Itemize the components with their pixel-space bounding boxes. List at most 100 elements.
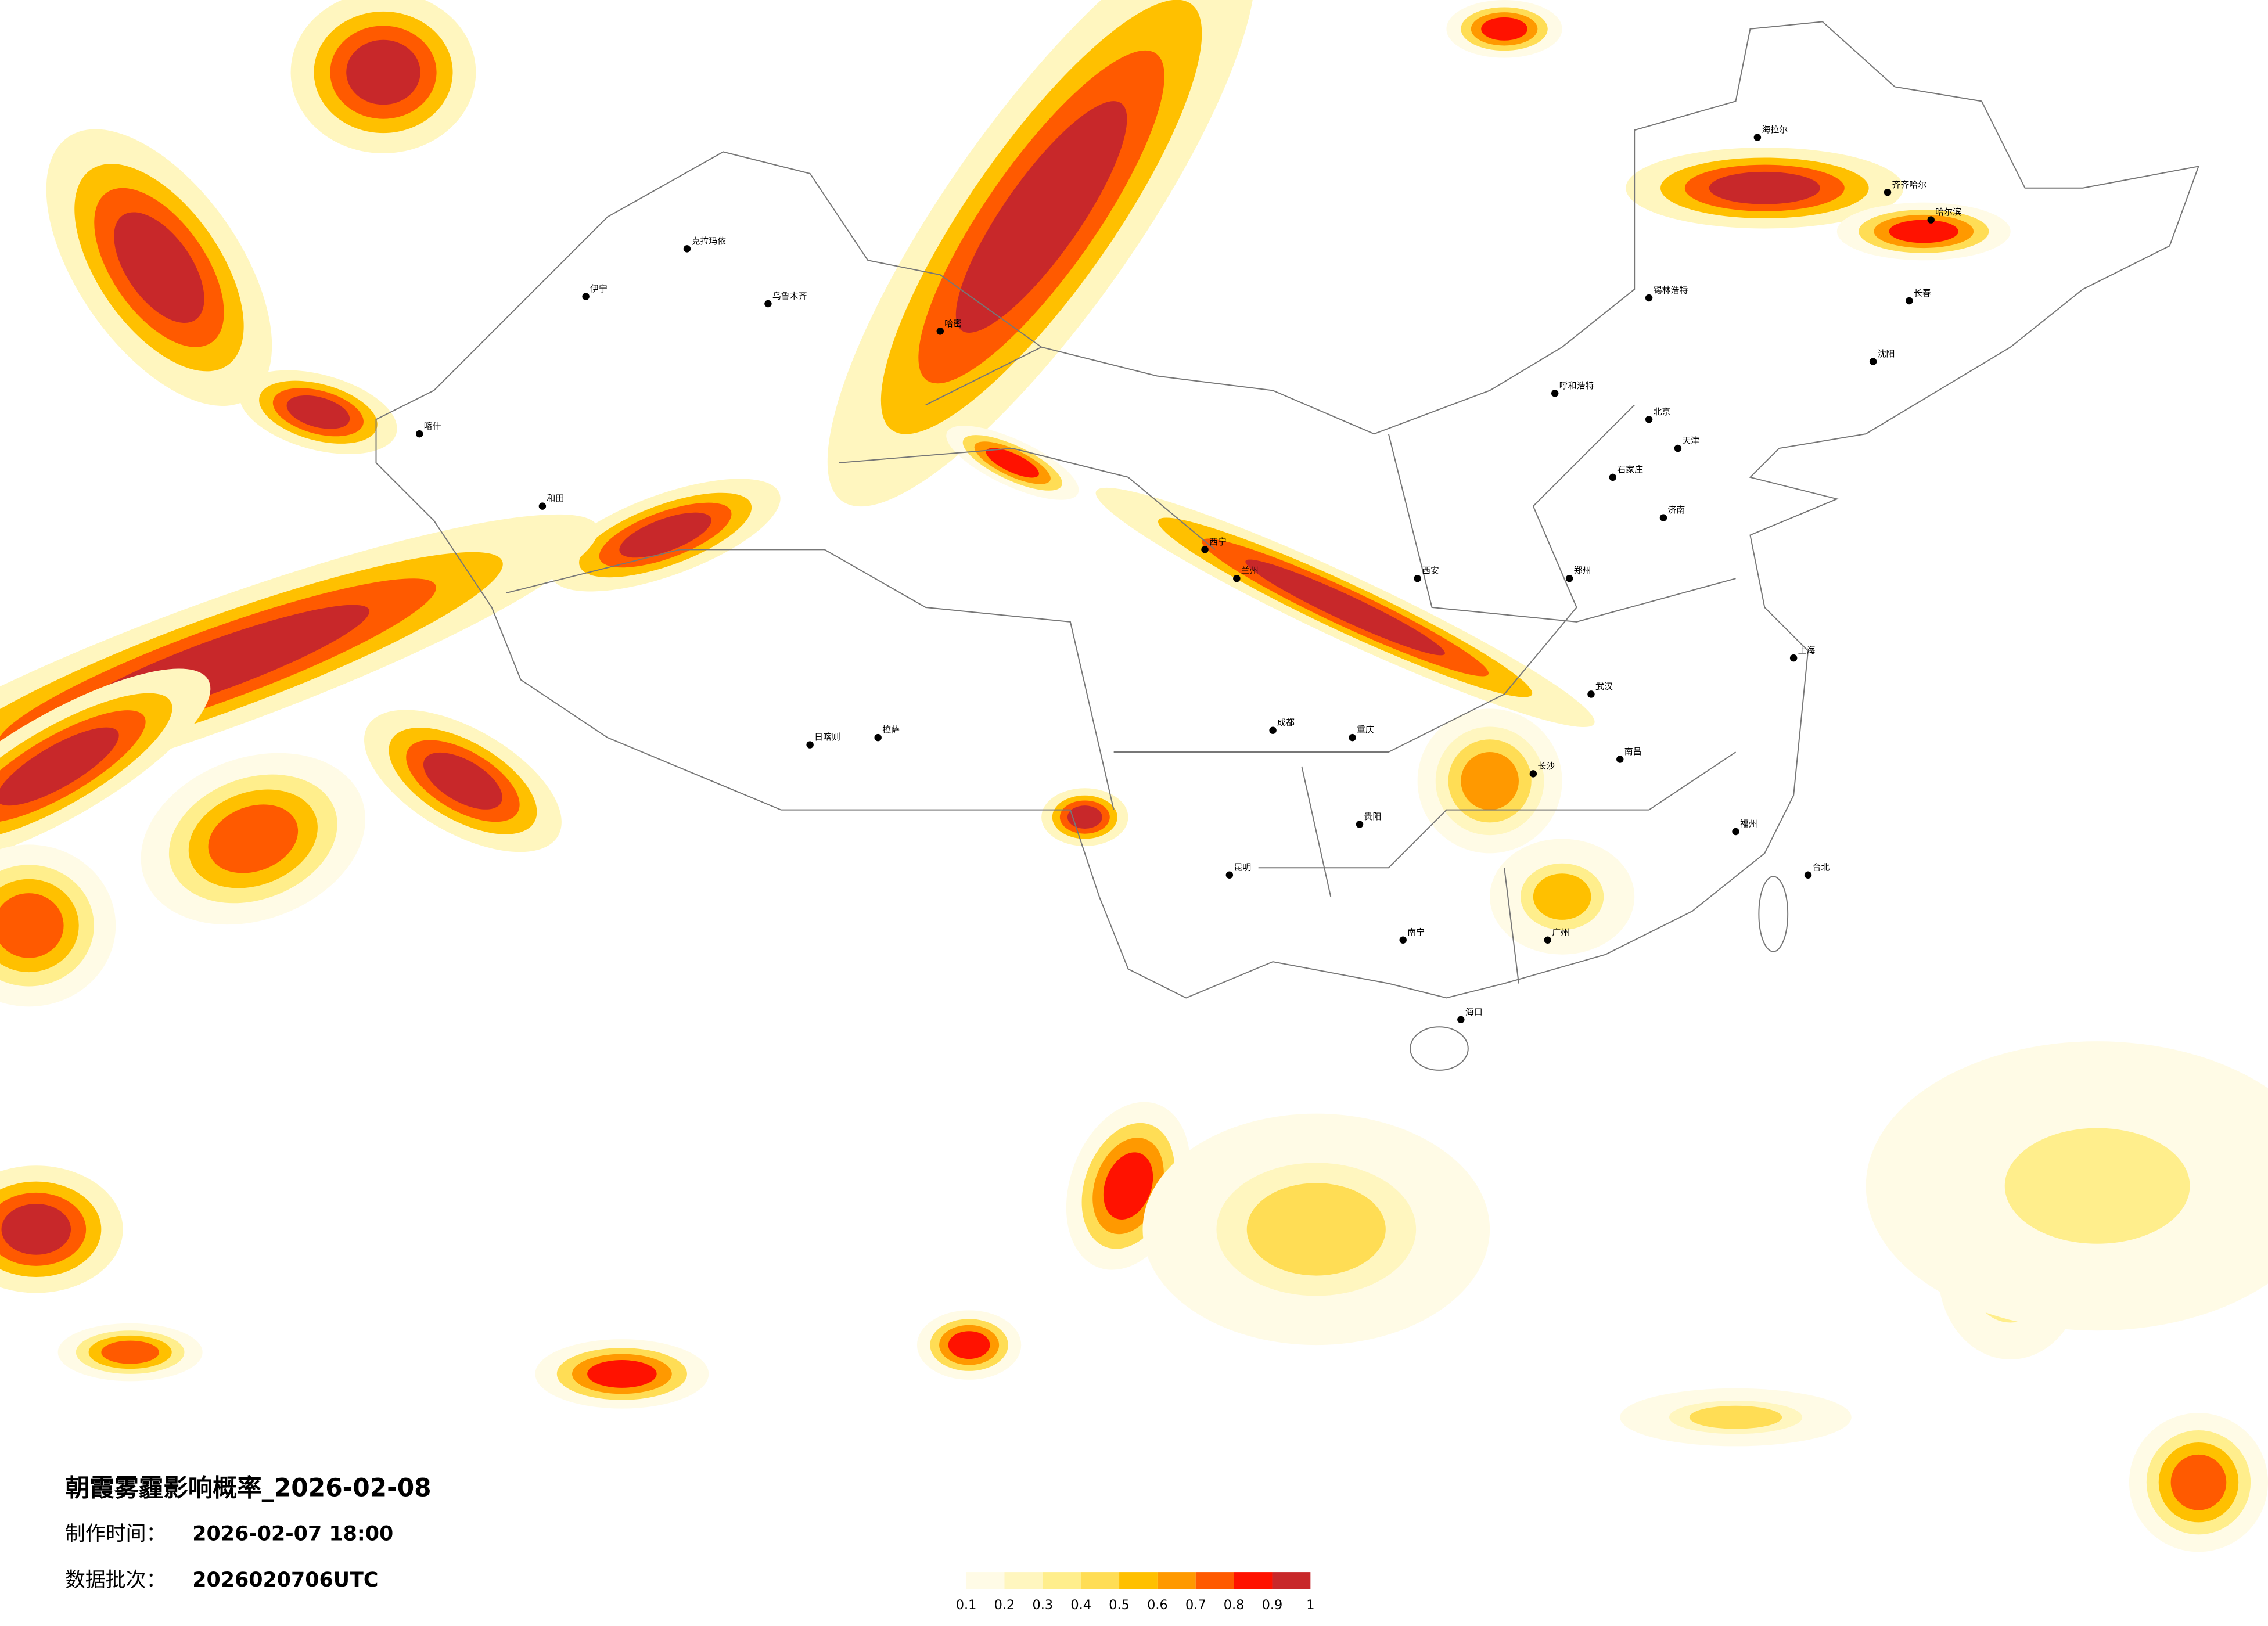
colorbar-tick-label: 0.1 (956, 1598, 977, 1613)
colorbar-cell (1195, 1572, 1234, 1589)
city-dot (1551, 390, 1559, 397)
fog-patch (1, 1204, 71, 1255)
fog-patch (423, 752, 502, 810)
fog-patch (1245, 559, 1445, 656)
city-dot (1616, 756, 1624, 763)
city-dot (1356, 821, 1364, 828)
city-label: 西宁 (1209, 537, 1227, 547)
fog-patch (0, 727, 119, 806)
city-dot (1659, 514, 1667, 521)
city-label: 呼和浩特 (1559, 380, 1594, 391)
colorbar-tick-label: 0.3 (1033, 1598, 1054, 1613)
colorbar-cell (1157, 1572, 1196, 1589)
city-dot (538, 502, 547, 510)
province-border (506, 346, 1737, 984)
colorbar-cell (1234, 1572, 1273, 1589)
colorbar-tick-label: 0.5 (1109, 1598, 1130, 1613)
fog-patch (0, 893, 64, 958)
city-label: 喀什 (424, 421, 441, 431)
city-dot (1645, 294, 1653, 302)
fog-patch (955, 101, 1127, 333)
fog-patch (1689, 1405, 1782, 1429)
city-dot (1884, 189, 1892, 196)
fog-patch (1246, 1183, 1386, 1276)
city-label: 石家庄 (1617, 464, 1643, 474)
city-label: 兰州 (1241, 566, 1259, 576)
fog-patch (1709, 171, 1820, 204)
city-dot (1732, 828, 1739, 836)
city-dot (1269, 726, 1277, 734)
made-label: 制作时间： (65, 1522, 166, 1545)
fog-patch (286, 395, 350, 429)
colorbar-cell (1119, 1572, 1158, 1589)
city-label: 西安 (1422, 566, 1439, 576)
city-dot (1225, 871, 1234, 879)
city-dot (1609, 473, 1617, 481)
city-label: 北京 (1654, 406, 1671, 417)
city-label: 上海 (1798, 645, 1816, 656)
city-label: 伊宁 (590, 283, 608, 294)
batch-label: 数据批次： (65, 1569, 166, 1592)
colorbar-cell (1081, 1572, 1120, 1589)
colorbar-tick-label: 0.6 (1147, 1598, 1168, 1613)
city-label: 克拉玛依 (691, 236, 726, 246)
fog-patch (1889, 220, 1959, 243)
city-dot (1201, 546, 1209, 553)
city-dot (1457, 1016, 1465, 1023)
city-dot (415, 430, 423, 438)
city-label: 昆明 (1234, 862, 1251, 872)
city-dot (1804, 871, 1812, 879)
fog-patch (1461, 752, 1519, 810)
colorbar-cell (966, 1572, 1005, 1589)
fog-patch (101, 1340, 159, 1364)
city-dot (1529, 770, 1537, 778)
colorbar-cell (1004, 1572, 1043, 1589)
city-dot (1399, 936, 1407, 944)
city-label: 日喀则 (814, 732, 840, 742)
city-dot (1674, 444, 1682, 452)
city-dot (1544, 936, 1551, 944)
city-dot (1414, 574, 1421, 582)
fog-patch (1481, 17, 1527, 41)
colorbar: 0.1 0.2 0.3 0.4 0.5 0.6 0.7 0.8 0.9 1 (956, 1572, 1314, 1613)
city-dot (806, 741, 814, 749)
city-label: 齐齐哈尔 (1892, 179, 1926, 190)
city-dot (1869, 358, 1877, 365)
city-dot (1645, 416, 1653, 423)
taiwan (1758, 876, 1789, 952)
city-dot (1753, 134, 1762, 141)
city-label: 台北 (1813, 862, 1830, 872)
colorbar-cell (1272, 1572, 1311, 1589)
fog-patch (2004, 1128, 2190, 1244)
hainan (1410, 1026, 1469, 1071)
city-dot (582, 293, 590, 300)
city-label: 济南 (1667, 505, 1685, 515)
city-label: 南昌 (1624, 746, 1642, 757)
fog-layer (0, 0, 2268, 1552)
city-dot (1565, 574, 1573, 582)
city-label: 和田 (547, 493, 564, 503)
colorbar-cell (1043, 1572, 1081, 1589)
city-label: 哈密 (944, 318, 962, 329)
map-title: 朝霞雾霾影响概率_2026-02-08 (65, 1474, 432, 1502)
city-label: 乌鲁木齐 (772, 291, 807, 301)
batch: 2026020706UTC (192, 1569, 378, 1592)
fog-patch (1533, 873, 1591, 920)
city-label: 沈阳 (1878, 348, 1895, 359)
city-dot (683, 245, 691, 253)
city-label: 长春 (1914, 288, 1931, 298)
city-label: 重庆 (1357, 725, 1374, 735)
city-label: 广州 (1552, 927, 1569, 937)
made-time: 2026-02-07 18:00 (192, 1522, 393, 1545)
colorbar-tick-label: 0.2 (994, 1598, 1015, 1613)
fog-patch (619, 512, 711, 558)
city-dot (1233, 574, 1241, 582)
city-label: 福州 (1740, 819, 1757, 829)
city-dot (1906, 297, 1913, 305)
country-border (375, 21, 2199, 999)
city-label: 长沙 (1537, 761, 1555, 771)
fog-patch (1103, 1152, 1153, 1220)
city-label: 海拉尔 (1762, 124, 1788, 135)
city-label: 武汉 (1595, 681, 1613, 692)
